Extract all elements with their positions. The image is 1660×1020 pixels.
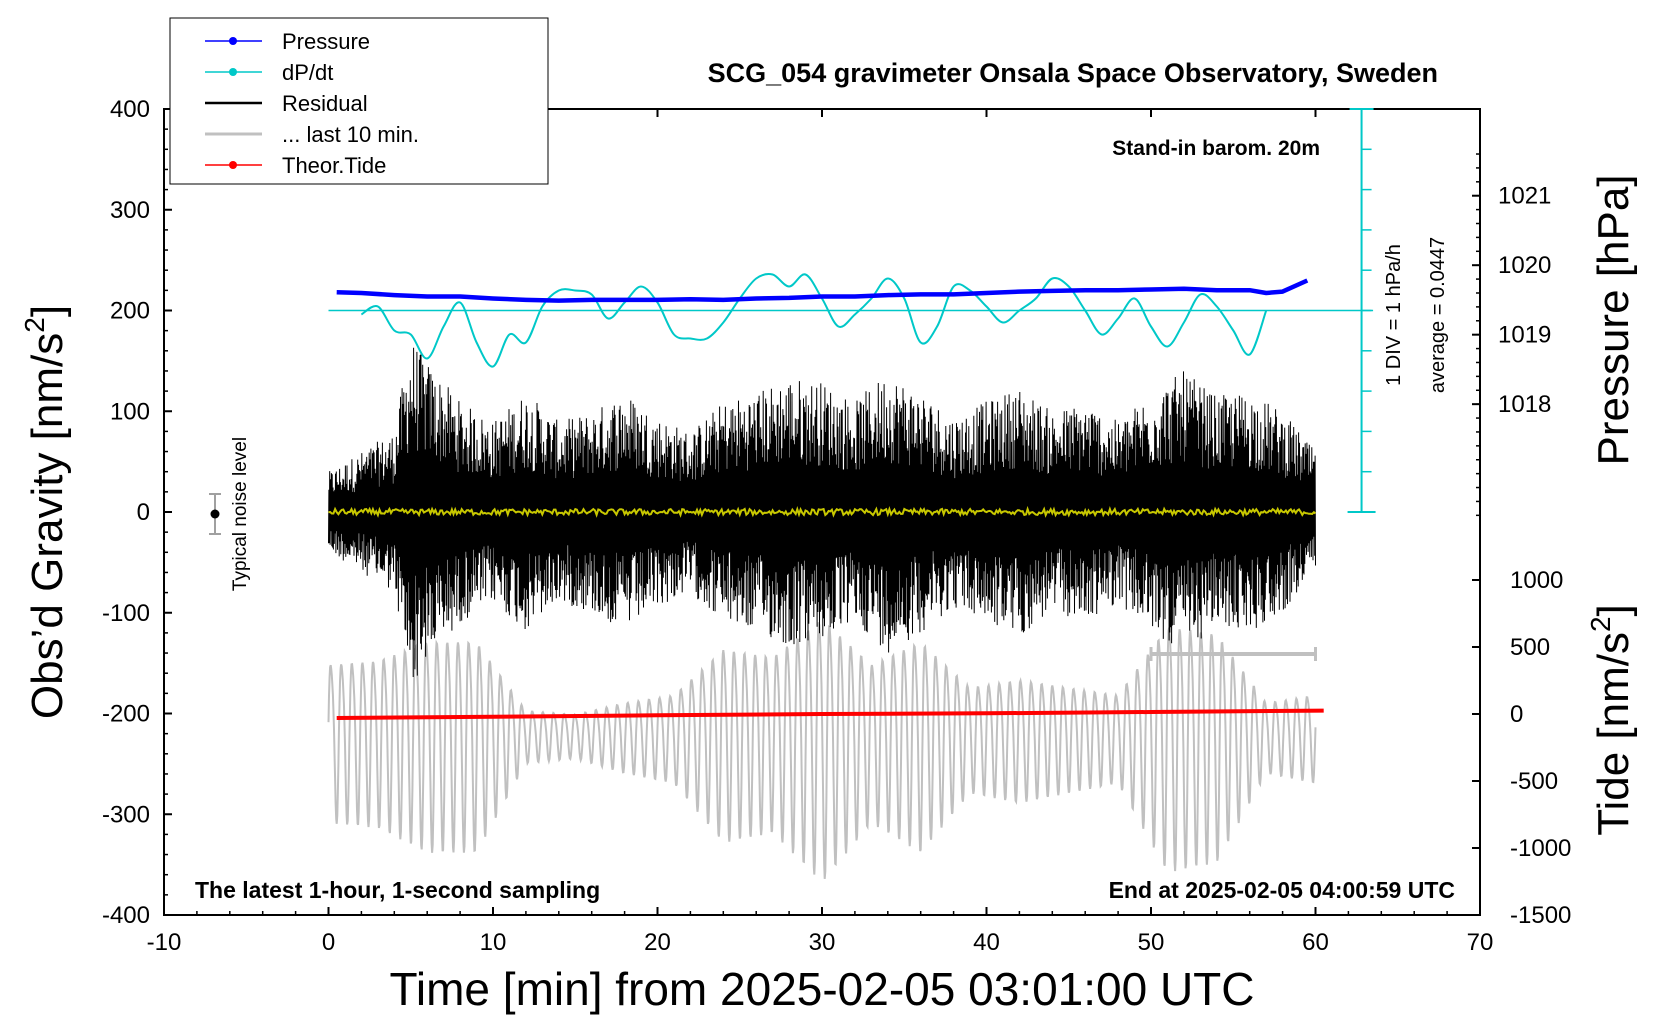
pressure-tick-label: 1021	[1498, 183, 1551, 210]
x-tick-label: 0	[322, 929, 335, 956]
tide-tick-label: -1500	[1510, 902, 1571, 929]
y-tick-label: 400	[110, 96, 150, 123]
pressure-tick-label: 1018	[1498, 391, 1551, 418]
y-tick-label: 100	[110, 398, 150, 425]
x-tick-label: 60	[1302, 929, 1329, 956]
legend-marker	[229, 68, 237, 76]
legend: Pressure dP/dt Residual ... last 10 min. The…	[169, 17, 549, 185]
noise-label: Typical noise level	[230, 437, 251, 591]
pressure-tick-label: 1020	[1498, 252, 1551, 279]
pressure-axis-ticks: 1018 1019 1020 1021	[1472, 153, 1551, 517]
chart-title: SCG_054 gravimeter Onsala Space Observat…	[708, 58, 1438, 88]
tide-axis-ticks: -1500 -1000 -500 0 500 1000	[1472, 567, 1571, 929]
y-axis-label-left-main: Obs’d Gravity [nm/s	[23, 333, 72, 719]
dpdt-scale-bar	[1347, 108, 1376, 513]
tide-tick-label: 0	[1510, 701, 1523, 728]
x-tick-label: 30	[809, 929, 836, 956]
x-tick-label: 20	[644, 929, 671, 956]
y-tick-label: 200	[110, 298, 150, 325]
legend-label: ... last 10 min.	[282, 122, 419, 147]
legend-label: Residual	[282, 91, 368, 116]
barometer-note: Stand-in barom. 20m	[1112, 137, 1320, 160]
y-tick-label: -400	[102, 902, 150, 929]
y-axis-label-left-close: ]	[23, 305, 72, 317]
pressure-tick-label: 1019	[1498, 322, 1551, 349]
tide-axis-label-sup: 2	[1585, 616, 1616, 632]
legend-label: dP/dt	[282, 60, 333, 85]
noise-level-indicator	[209, 493, 221, 535]
div-label: 1 DIV = 1 hPa/h	[1383, 244, 1405, 386]
x-tick-label: 50	[1138, 929, 1165, 956]
legend-label: Theor.Tide	[282, 153, 386, 178]
y-tick-label: 300	[110, 197, 150, 224]
tide-axis-label-close: ]	[1589, 604, 1638, 616]
x-axis-ticks: -10 0 10 20 30 40 50 60 70	[147, 109, 1494, 956]
y-axis-ticks: -400 -300 -200 -100 0 100 200 300 400	[102, 96, 172, 929]
average-label: average = 0.0447	[1427, 237, 1449, 393]
legend-label: Pressure	[282, 29, 370, 54]
noise-series	[328, 505, 1317, 518]
y-tick-label: -200	[102, 701, 150, 728]
pressure-axis-label: Pressure [hPa]	[1589, 174, 1638, 465]
pressure-series	[336, 278, 1309, 303]
residual-series	[328, 347, 1316, 678]
series-layer	[327, 273, 1374, 879]
x-tick-label: 10	[480, 929, 507, 956]
x-tick-label: -10	[147, 929, 182, 956]
tide-tick-label: 1000	[1510, 567, 1563, 594]
y-axis-label-left: Obs’d Gravity [nm/s2]	[19, 305, 72, 719]
tide-tick-label: 500	[1510, 634, 1550, 661]
x-tick-label: 70	[1467, 929, 1494, 956]
y-tick-label: -300	[102, 801, 150, 828]
y-tick-label: 0	[137, 499, 150, 526]
tide-axis-label-main: Tide [nm/s	[1589, 632, 1638, 836]
legend-marker	[229, 37, 237, 45]
tide-tick-label: -500	[1510, 768, 1558, 795]
x-tick-label: 40	[973, 929, 1000, 956]
theor-tide-series	[336, 708, 1324, 720]
bottom-right-note: End at 2025-02-05 04:00:59 UTC	[1109, 877, 1455, 903]
bottom-left-note: The latest 1-hour, 1-second sampling	[195, 877, 600, 903]
legend-box	[169, 17, 549, 185]
tide-axis-label: Tide [nm/s2]	[1585, 604, 1638, 836]
last-10-min-series	[327, 622, 1317, 879]
y-axis-label-left-sup: 2	[19, 317, 50, 333]
legend-marker	[229, 161, 237, 169]
tide-tick-label: -1000	[1510, 835, 1571, 862]
y-tick-label: -100	[102, 600, 150, 627]
dpdt-series	[360, 273, 1268, 368]
x-axis-label: Time [min] from 2025-02-05 03:01:00 UTC	[390, 963, 1255, 1015]
